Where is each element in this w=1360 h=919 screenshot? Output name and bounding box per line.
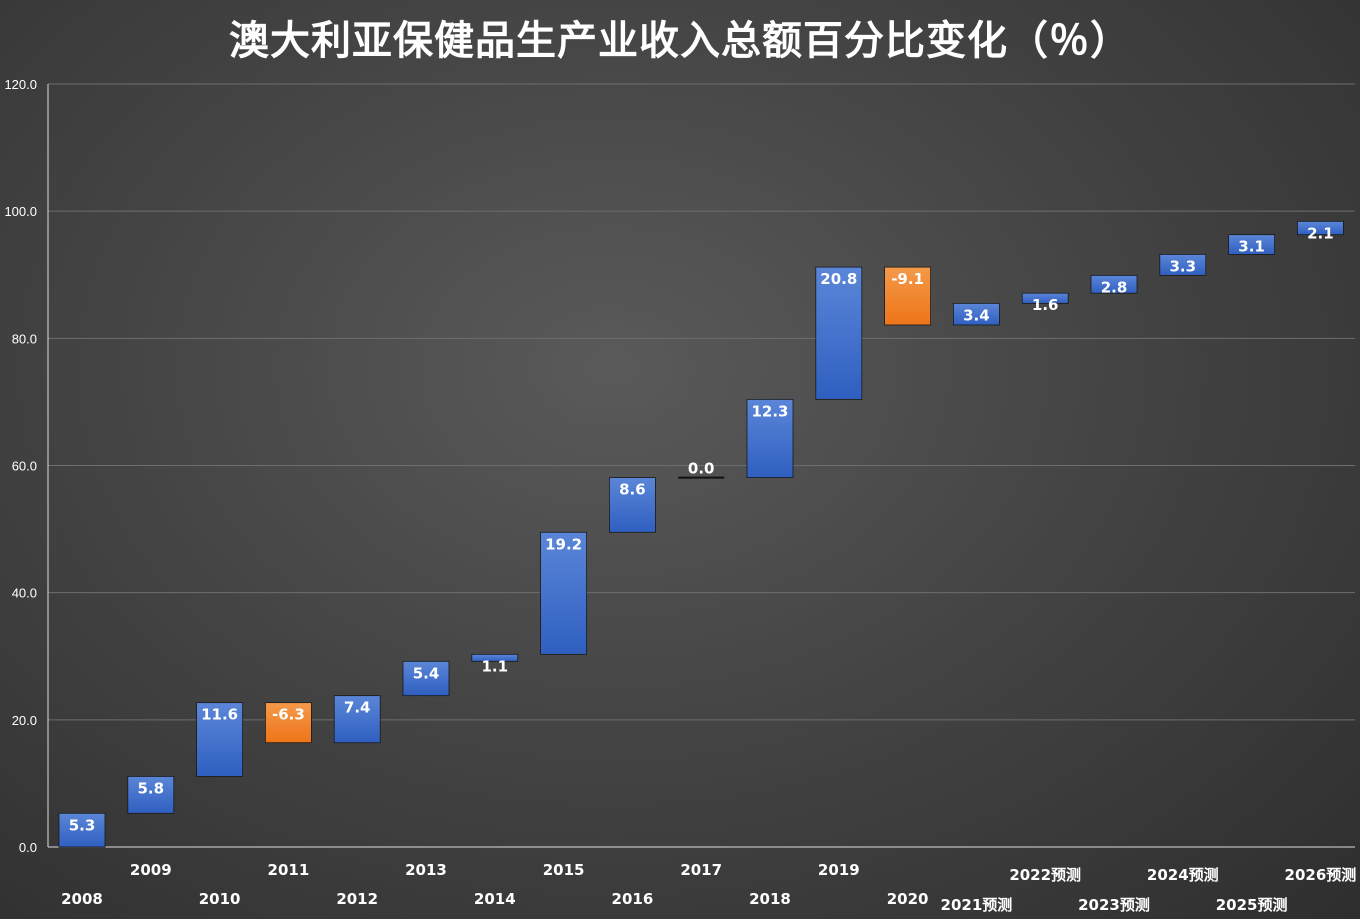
- bar-increase: [471, 653, 519, 662]
- bar-increase: [1159, 254, 1207, 276]
- x-tick-label: 2020: [887, 890, 929, 908]
- chart-title: 澳大利亚保健品生产业收入总额百分比变化（％）: [229, 18, 1131, 64]
- x-tick-label: 2025预测: [1216, 896, 1288, 914]
- x-tick-label: 2024预测: [1147, 866, 1219, 884]
- x-tick-label: 2011: [268, 861, 310, 879]
- data-label: 5.3: [69, 816, 96, 834]
- bar-increase: [746, 398, 794, 478]
- y-tick-label: 100.0: [4, 204, 37, 219]
- bar-increase: [953, 302, 1000, 326]
- data-label: 19.2: [545, 535, 582, 553]
- bar-increase: [127, 776, 175, 814]
- data-label: 0.0: [688, 460, 715, 478]
- bar-increase: [609, 477, 656, 533]
- bar-increase: [1021, 292, 1069, 304]
- data-label: 8.6: [619, 481, 646, 499]
- data-label: 2.1: [1307, 224, 1334, 242]
- x-tick-label: 2014: [474, 890, 516, 908]
- x-tick-label: 2021预测: [941, 896, 1013, 914]
- x-tick-label: 2026预测: [1285, 866, 1357, 884]
- x-tick-label: 2013: [405, 861, 447, 879]
- data-label: 1.6: [1032, 296, 1059, 314]
- y-tick-label: 20.0: [12, 713, 37, 728]
- x-tick-label: 2008: [61, 890, 103, 908]
- y-tick-label: 0.0: [19, 840, 37, 855]
- data-label: 20.8: [820, 270, 857, 288]
- y-tick-label: 120.0: [4, 77, 37, 92]
- bar-increase: [540, 531, 587, 655]
- x-tick-label: 2016: [612, 890, 654, 908]
- bar-decrease: [264, 702, 312, 744]
- y-tick-label: 80.0: [12, 331, 37, 346]
- x-tick-label: 2018: [749, 890, 791, 908]
- y-tick-label: 40.0: [12, 586, 37, 601]
- bar-increase: [1090, 274, 1138, 294]
- x-tick-label: 2012: [336, 890, 378, 908]
- x-tick-label: 2015: [543, 861, 585, 879]
- x-tick-label: 2023预测: [1078, 896, 1150, 914]
- data-label: -9.1: [891, 270, 924, 288]
- data-label: 12.3: [751, 402, 788, 420]
- data-label: 11.6: [201, 706, 238, 724]
- data-label: 2.8: [1101, 278, 1128, 296]
- bar-increase: [58, 812, 106, 848]
- data-label: -6.3: [272, 706, 305, 724]
- data-label: 3.4: [963, 306, 990, 324]
- y-tick-label: 60.0: [12, 459, 37, 474]
- bar-increase: [402, 660, 450, 697]
- x-tick-label: 2009: [130, 861, 172, 879]
- data-label: 3.1: [1238, 238, 1265, 256]
- bar-decrease: [884, 266, 931, 326]
- x-tick-label: 2019: [818, 861, 860, 879]
- bar-increase: [333, 695, 381, 744]
- data-label: 5.4: [413, 664, 440, 682]
- data-label: 5.8: [138, 779, 165, 797]
- bar-increase: [1297, 220, 1344, 236]
- data-label: 1.1: [482, 657, 509, 675]
- x-tick-label: 2022预测: [1009, 866, 1081, 884]
- bar-increase: [1228, 234, 1275, 255]
- x-tick-label: 2017: [680, 861, 722, 879]
- data-label: 3.3: [1170, 257, 1197, 275]
- bar-increase: [196, 702, 244, 777]
- data-label: 7.4: [344, 699, 371, 717]
- x-tick-label: 2010: [199, 890, 241, 908]
- bar-increase: [815, 266, 863, 400]
